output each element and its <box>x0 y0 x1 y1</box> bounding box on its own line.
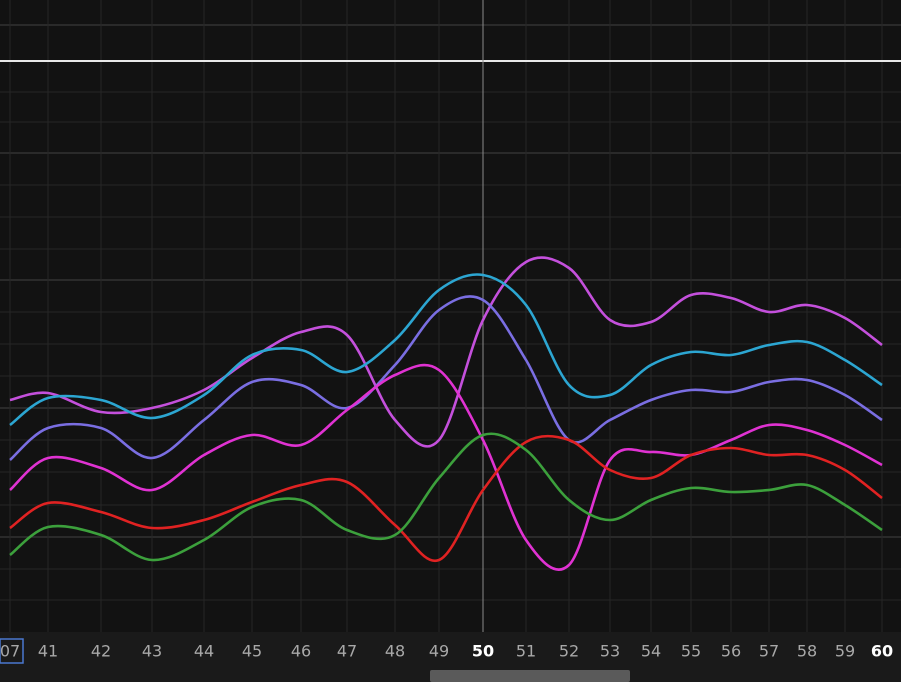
x-axis-labels: 07 41 42 43 44 45 46 47 48 49 50 51 52 53 54 55 56 57 58 59… <box>0 642 893 661</box>
x-tick-label: 54 <box>641 642 661 661</box>
x-tick-label: 53 <box>600 642 620 661</box>
current-marker <box>0 638 24 664</box>
series-line <box>9 256 883 448</box>
x-tick-label: 07 <box>0 642 20 661</box>
series-line <box>9 434 883 563</box>
x-tick-label: 44 <box>194 642 214 661</box>
x-tick-label: 59 <box>835 642 855 661</box>
series-lines <box>9 256 883 571</box>
x-tick-label: 46 <box>291 642 311 661</box>
series-line <box>9 273 883 427</box>
series-line <box>9 295 883 461</box>
x-tick-label: 43 <box>142 642 162 661</box>
x-tick-label: 55 <box>681 642 701 661</box>
x-tick-label: 57 <box>759 642 779 661</box>
x-tick-label: 48 <box>385 642 405 661</box>
scrollbar-thumb[interactable] <box>430 670 630 682</box>
x-tick-label: 51 <box>516 642 536 661</box>
x-tick-label: 50 <box>472 642 494 661</box>
x-tick-label: 60 <box>871 642 893 661</box>
x-tick-label: 56 <box>721 642 741 661</box>
x-tick-label: 47 <box>337 642 357 661</box>
x-tick-label: 45 <box>242 642 262 661</box>
x-tick-label: 58 <box>797 642 817 661</box>
x-tick-label: 42 <box>91 642 111 661</box>
series-line <box>9 432 883 562</box>
x-tick-label: 41 <box>38 642 58 661</box>
x-tick-label: 52 <box>559 642 579 661</box>
series-line <box>9 363 883 571</box>
x-tick-label: 49 <box>429 642 449 661</box>
